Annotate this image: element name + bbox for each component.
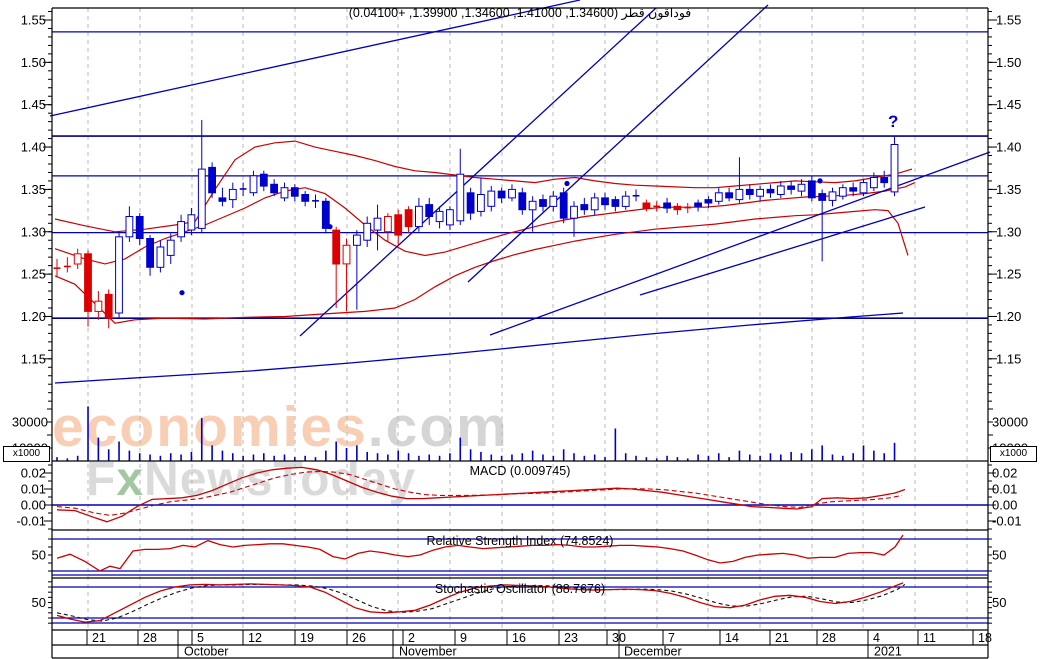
- svg-text:October: October: [184, 645, 228, 659]
- svg-text:0.00: 0.00: [21, 498, 46, 513]
- svg-text:18: 18: [978, 631, 992, 645]
- svg-text:5: 5: [197, 631, 204, 645]
- svg-text:21: 21: [775, 631, 789, 645]
- svg-text:21: 21: [92, 631, 106, 645]
- svg-text:30000: 30000: [992, 415, 1028, 430]
- svg-text:1.15: 1.15: [21, 351, 46, 366]
- svg-text:50: 50: [32, 548, 46, 563]
- svg-text:4: 4: [873, 631, 880, 645]
- watermark-brand: economies: [52, 395, 368, 459]
- svg-text:1.50: 1.50: [996, 55, 1021, 70]
- svg-text:28: 28: [143, 631, 157, 645]
- svg-text:0.02: 0.02: [992, 466, 1017, 481]
- svg-text:12: 12: [248, 631, 262, 645]
- svg-text:November: November: [399, 645, 457, 659]
- svg-text:1.40: 1.40: [21, 140, 46, 155]
- svg-text:1.20: 1.20: [996, 309, 1021, 324]
- svg-text:1.35: 1.35: [21, 182, 46, 197]
- svg-text:1.45: 1.45: [21, 97, 46, 112]
- svg-text:26: 26: [352, 631, 366, 645]
- svg-text:0.01: 0.01: [21, 482, 46, 497]
- svg-text:-0.01: -0.01: [16, 514, 46, 529]
- svg-text:50: 50: [992, 548, 1006, 563]
- svg-text:2: 2: [408, 631, 415, 645]
- svg-text:1.25: 1.25: [21, 267, 46, 282]
- svg-text:2021: 2021: [874, 645, 902, 659]
- svg-text:-0.01: -0.01: [992, 514, 1022, 529]
- svg-text:14: 14: [725, 631, 739, 645]
- svg-text:0.00: 0.00: [992, 498, 1017, 513]
- economies-watermark: economies.com: [52, 394, 509, 460]
- svg-text:7: 7: [668, 631, 675, 645]
- svg-text:1.40: 1.40: [996, 140, 1021, 155]
- svg-text:1.25: 1.25: [996, 267, 1021, 282]
- stoch-pane-title: Stochastic Oscillator (88.7676): [434, 582, 606, 596]
- svg-text:December: December: [624, 645, 682, 659]
- svg-text:1.55: 1.55: [21, 13, 46, 28]
- svg-text:0.01: 0.01: [992, 482, 1017, 497]
- watermark-tld: .com: [367, 395, 509, 459]
- rsi-pane-title: Relative Strength Index (74.8524): [426, 534, 614, 548]
- svg-text:1.35: 1.35: [996, 182, 1021, 197]
- svg-text:23: 23: [564, 631, 578, 645]
- svg-text:1.15: 1.15: [996, 351, 1021, 366]
- svg-text:9: 9: [460, 631, 467, 645]
- svg-text:1.30: 1.30: [21, 224, 46, 239]
- watermark-fx-x: x: [116, 453, 145, 506]
- svg-text:30000: 30000: [12, 415, 48, 430]
- svg-text:50: 50: [32, 595, 46, 610]
- macd-pane-title: MACD (0.009745): [469, 464, 571, 478]
- svg-text:0.02: 0.02: [21, 466, 46, 481]
- svg-text:50: 50: [992, 595, 1006, 610]
- volume-scale-box-right: x1000: [990, 446, 1037, 462]
- svg-text:1.50: 1.50: [21, 55, 46, 70]
- svg-text:19: 19: [300, 631, 314, 645]
- instrument-title: فوداڤون قطر (1.34600, 1.41000, 1.34600, …: [348, 6, 692, 20]
- watermark-fx-f: F: [86, 453, 117, 506]
- svg-text:1.45: 1.45: [996, 97, 1021, 112]
- svg-text:1.55: 1.55: [996, 13, 1021, 28]
- svg-text:11: 11: [923, 631, 936, 645]
- svg-text:16: 16: [512, 631, 526, 645]
- question-mark-annotation: ?: [888, 112, 899, 131]
- svg-text:28: 28: [822, 631, 836, 645]
- svg-text:1.30: 1.30: [996, 224, 1021, 239]
- svg-text:1.20: 1.20: [21, 309, 46, 324]
- volume-scale-box-left: x1000: [3, 446, 50, 462]
